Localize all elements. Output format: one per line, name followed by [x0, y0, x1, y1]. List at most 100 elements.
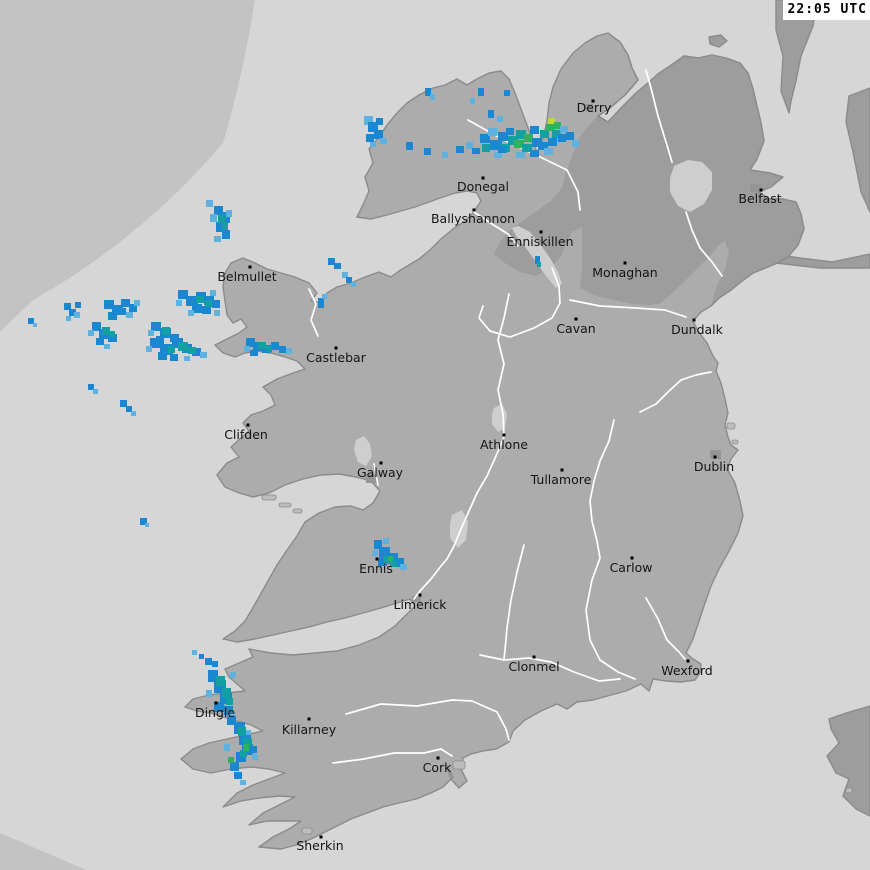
radar-cell-level-3	[226, 698, 233, 705]
radar-cell-level-2	[488, 110, 494, 118]
radar-cell-level-2	[394, 558, 404, 567]
radar-cell-level-5	[548, 118, 555, 124]
radar-cell-level-2	[160, 344, 173, 355]
radar-cell-level-2	[530, 126, 539, 134]
radar-cell-level-3	[540, 130, 549, 138]
city-label-monaghan: Monaghan	[592, 265, 657, 280]
radar-cell-level-2	[121, 299, 130, 307]
radar-cell-level-2	[214, 702, 224, 712]
city-dot-belmullet	[248, 265, 252, 269]
radar-cell-level-3	[243, 738, 252, 748]
great-island-cork	[452, 760, 466, 770]
city-dot-monaghan	[623, 261, 627, 265]
radar-cell-level-1	[210, 214, 217, 222]
city-label-limerick: Limerick	[393, 597, 447, 612]
radar-cell-level-3	[178, 342, 188, 351]
radar-cell-level-2	[379, 547, 390, 558]
radar-cell-level-4	[546, 124, 554, 131]
radar-cell-level-1	[246, 730, 251, 735]
radar-cell-level-2	[202, 306, 211, 314]
radar-cell-level-2	[318, 298, 324, 308]
radar-cell-level-1	[131, 411, 136, 416]
radar-cell-level-1	[230, 672, 236, 678]
wales-pembrokeshire	[826, 705, 870, 817]
radar-cell-level-1	[516, 152, 525, 158]
river-slaney	[645, 597, 686, 660]
radar-cell-level-1	[228, 712, 235, 718]
city-dot-tullamore	[560, 468, 564, 472]
radar-cell-level-1	[442, 152, 448, 158]
radar-cell-level-2	[376, 118, 383, 125]
city-label-tullamore: Tullamore	[530, 472, 592, 487]
city-label-carlow: Carlow	[610, 560, 653, 575]
radar-cell-level-2	[558, 134, 566, 142]
city-dot-dublin	[713, 455, 717, 459]
radar-cell-level-2	[425, 88, 431, 96]
city-dot-donegal	[481, 176, 485, 180]
city-dot-wexford	[686, 659, 690, 663]
radar-cell-level-1	[322, 294, 327, 299]
radar-cell-level-1	[33, 323, 37, 327]
city-label-belfast: Belfast	[738, 191, 781, 206]
radar-cell-level-2	[472, 148, 480, 154]
radar-cell-level-2	[279, 346, 286, 353]
radar-cell-level-4	[524, 134, 533, 142]
radar-cell-level-3	[258, 342, 266, 349]
city-label-athlone: Athlone	[480, 437, 528, 452]
radar-cell-level-1	[104, 344, 110, 349]
radar-cell-level-1	[364, 116, 373, 125]
precipitation-echoes	[28, 88, 579, 785]
city-label-dundalk: Dundalk	[671, 322, 724, 337]
city-dot-athlone	[502, 433, 506, 437]
radar-cell-level-2	[538, 142, 548, 150]
aran-island-inishmaan	[278, 502, 292, 508]
lough-derg	[450, 510, 468, 548]
timestamp-badge: 22:05 UTC	[782, 0, 870, 20]
radar-cell-level-1	[224, 744, 230, 751]
radar-cell-level-2	[230, 762, 239, 771]
radar-cell-level-3	[205, 300, 212, 307]
radar-cell-level-2	[88, 384, 94, 390]
radar-cell-level-2	[498, 132, 508, 141]
radar-cell-level-1	[148, 330, 154, 336]
radar-cell-level-2	[374, 130, 383, 139]
radar-cell-level-1	[93, 389, 98, 394]
radar-cell-level-2	[566, 132, 574, 140]
radar-cell-level-2	[246, 338, 255, 347]
radar-cell-level-2	[75, 302, 81, 308]
radar-cell-level-2	[374, 540, 382, 549]
radar-cell-level-2	[424, 148, 431, 155]
city-label-wexford: Wexford	[661, 663, 712, 678]
city-label-belmullet: Belmullet	[217, 269, 276, 284]
radar-cell-level-2	[271, 342, 279, 350]
radar-cell-level-3	[238, 727, 246, 736]
city-dot-enniskillen	[539, 230, 543, 234]
river-suir	[479, 654, 621, 682]
radar-cell-level-2	[104, 300, 114, 309]
radar-cell-level-1	[145, 523, 149, 527]
river-fane	[569, 299, 687, 318]
radar-cell-level-2	[406, 142, 413, 150]
radar-cell-level-2	[172, 338, 183, 348]
river-erne-lower	[473, 211, 519, 247]
radar-cell-level-2	[92, 322, 101, 331]
radar-cell-level-1	[370, 142, 376, 147]
sherkin-island	[301, 827, 313, 835]
radar-cell-level-2	[530, 150, 539, 157]
radar-cell-level-2	[120, 400, 127, 407]
river-blackwater	[345, 699, 510, 741]
radar-cell-level-2	[112, 305, 123, 315]
city-label-galway: Galway	[357, 465, 404, 480]
welsh-islet	[845, 787, 853, 794]
river-erne-upper	[478, 267, 561, 338]
radar-cell-level-1	[206, 200, 213, 207]
radar-cell-level-2	[378, 558, 387, 566]
radar-cell-level-1	[210, 290, 216, 296]
radar-cell-level-1	[488, 128, 497, 136]
city-label-ennis: Ennis	[359, 561, 393, 576]
radar-cell-level-3	[196, 296, 204, 303]
radar-cell-level-1	[544, 148, 553, 155]
city-dot-clonmel	[532, 655, 536, 659]
radar-cell-level-2	[96, 338, 104, 345]
